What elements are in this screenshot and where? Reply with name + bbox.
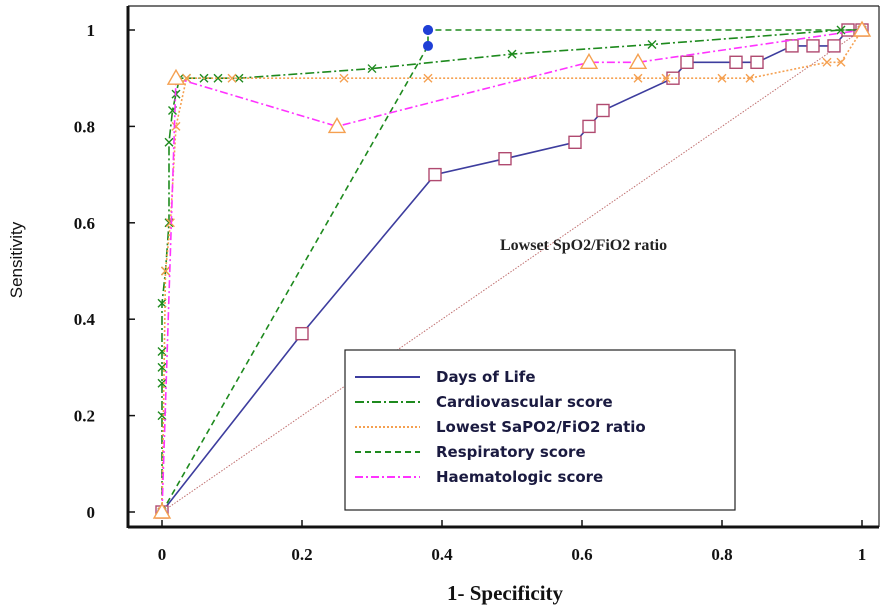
cross-marker xyxy=(213,73,223,83)
series-line xyxy=(161,29,862,513)
legend-items: Days of Life Cardiovascular score Lowest S… xyxy=(355,368,646,486)
chart-annotation: Lowset SpO2/FiO2 ratio xyxy=(500,237,667,254)
square-marker xyxy=(827,39,841,53)
y-tick-label: 0.6 xyxy=(74,214,95,233)
cross-marker xyxy=(507,49,517,59)
cross-marker xyxy=(836,57,846,67)
square-marker xyxy=(806,39,820,53)
x-tick-label: 0.2 xyxy=(291,545,312,564)
cross-marker xyxy=(157,298,167,308)
x-tick-label: 0.4 xyxy=(431,545,453,564)
legend-label: Cardiovascular score xyxy=(436,393,613,411)
triangle-marker xyxy=(166,68,186,85)
x-tick-label: 0.6 xyxy=(571,545,592,564)
series-line xyxy=(161,29,863,513)
y-tick-label: 0.8 xyxy=(74,117,95,136)
cross-marker xyxy=(157,378,167,388)
legend-label: Days of Life xyxy=(436,368,536,386)
cross-marker xyxy=(182,73,191,83)
series-layer xyxy=(152,20,872,519)
square-marker xyxy=(568,135,582,150)
cross-marker xyxy=(745,73,755,83)
series-line xyxy=(161,29,862,513)
triangle-marker xyxy=(152,502,172,519)
y-tick-label: 0.4 xyxy=(74,310,96,329)
square-marker xyxy=(582,119,596,134)
y-tick-label: 0 xyxy=(87,503,96,522)
cross-marker xyxy=(171,121,181,131)
x-tick-label: 1 xyxy=(858,545,867,564)
legend-label: Haematologic score xyxy=(436,468,603,486)
cross-marker xyxy=(661,73,671,83)
y-axis-title: Sensitivity xyxy=(7,221,26,298)
cross-marker xyxy=(165,218,175,228)
cross-marker xyxy=(822,57,832,67)
cross-marker xyxy=(339,73,349,83)
cross-marker xyxy=(161,266,170,276)
x-axis-title: 1- Specificity xyxy=(447,581,564,605)
plot-frame xyxy=(126,5,880,529)
series-days-of-life xyxy=(155,23,869,519)
triangle-marker xyxy=(852,20,872,37)
diagonal-line xyxy=(161,29,863,513)
legend-label: Lowest SaPO2/FiO2 ratio xyxy=(436,418,646,436)
dot-marker xyxy=(423,25,433,35)
x-tick-label: 0.8 xyxy=(711,545,732,564)
cross-marker xyxy=(717,73,727,83)
cross-marker xyxy=(164,137,174,147)
reference-diagonal xyxy=(161,29,863,513)
cross-marker xyxy=(423,73,433,83)
square-marker xyxy=(295,326,309,341)
cross-marker xyxy=(227,73,237,83)
square-marker xyxy=(785,39,799,53)
y-tick-label: 0.2 xyxy=(74,407,95,426)
legend: Days of Life Cardiovascular score Lowest S… xyxy=(344,349,736,511)
series-line xyxy=(161,29,862,512)
dot-marker xyxy=(423,40,433,51)
cross-marker xyxy=(647,39,657,49)
square-marker xyxy=(498,151,512,166)
tick-layer: 0 0.2 0.4 0.6 0.8 1 0 0.2 0.4 0.6 0.8 1 xyxy=(74,21,867,564)
legend-label: Respiratory score xyxy=(436,443,586,461)
square-marker xyxy=(729,55,743,69)
cross-marker xyxy=(234,73,244,83)
y-tick-label: 1 xyxy=(87,21,96,40)
x-tick-label: 0 xyxy=(158,545,167,564)
series-haematologic-score xyxy=(152,20,872,519)
square-marker xyxy=(428,167,442,182)
triangle-marker xyxy=(327,116,347,134)
triangle-marker xyxy=(628,52,648,69)
square-marker xyxy=(680,55,694,69)
square-marker xyxy=(750,55,764,69)
cross-marker xyxy=(633,73,643,83)
cross-marker xyxy=(367,64,377,74)
triangle-marker xyxy=(579,52,599,69)
square-marker xyxy=(596,103,610,118)
